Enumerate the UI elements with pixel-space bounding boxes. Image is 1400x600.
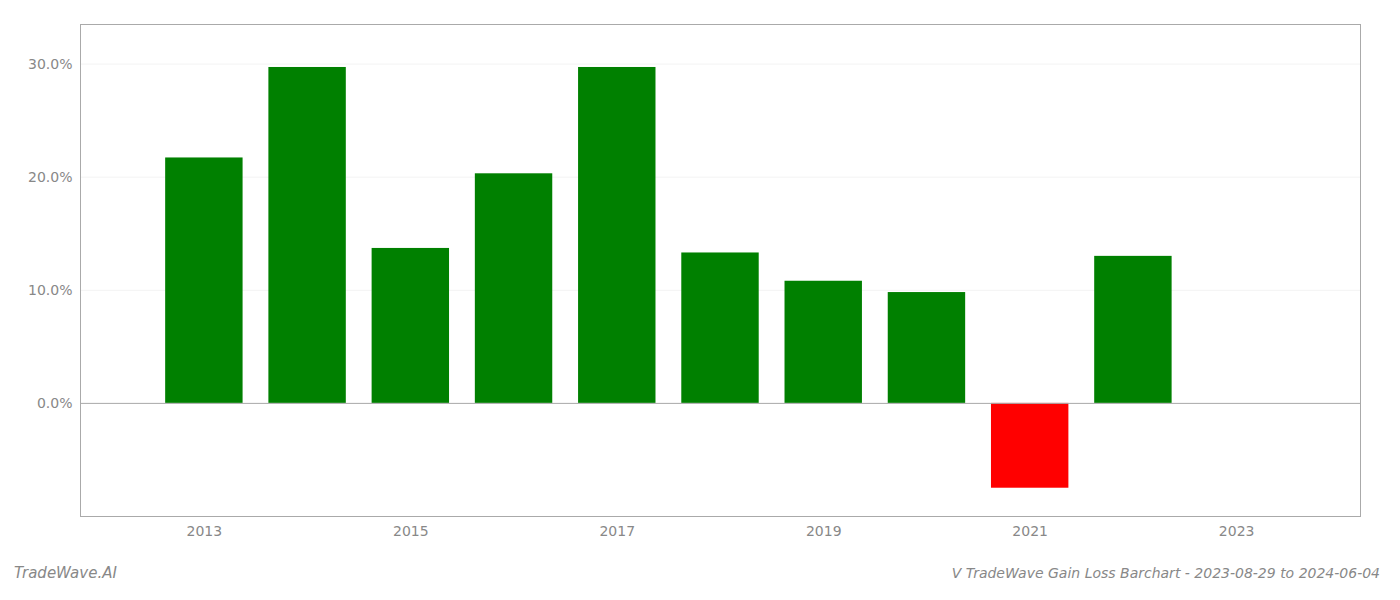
svg-text:20.0%: 20.0% (28, 169, 72, 185)
svg-text:2023: 2023 (1219, 523, 1255, 539)
html-text:TradeWave.AI: TradeWave.AI (14, 564, 117, 582)
html-text:V TradeWave Gain Loss Barchart: V TradeWave Gain Loss Barchart - 2023-08… (951, 565, 1380, 581)
svg-text:2017: 2017 (599, 523, 635, 539)
svg-text:2021: 2021 (1012, 523, 1048, 539)
svg-text:2019: 2019 (806, 523, 842, 539)
svg-text:30.0%: 30.0% (28, 56, 72, 72)
svg-text:10.0%: 10.0% (28, 282, 72, 298)
svg-text:2015: 2015 (393, 523, 429, 539)
svg-text:2013: 2013 (187, 523, 223, 539)
svg-text:0.0%: 0.0% (37, 395, 73, 411)
